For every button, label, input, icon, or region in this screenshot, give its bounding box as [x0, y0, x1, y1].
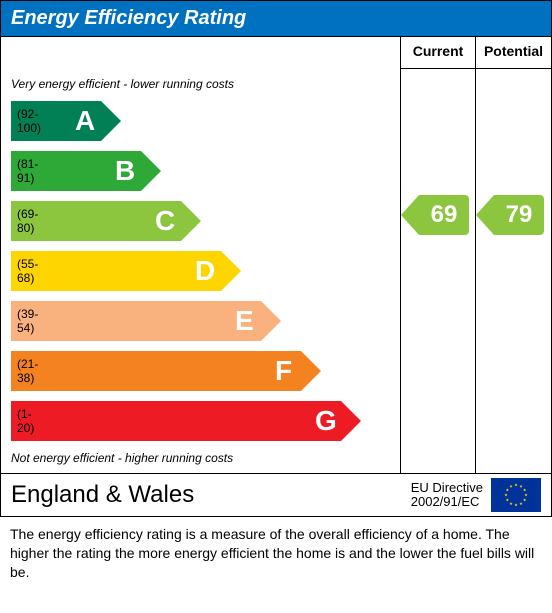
current-body: 69: [401, 69, 475, 467]
band-range: (39-54): [17, 307, 38, 335]
potential-header: Potential: [476, 37, 551, 69]
band-bar: [11, 351, 301, 391]
band-range: (1-20): [17, 407, 34, 435]
potential-column: Potential 79: [476, 37, 551, 473]
description-text: The energy efficiency rating is a measur…: [0, 517, 552, 594]
band-letter: A: [75, 105, 95, 137]
band-row-e: (39-54) E: [11, 299, 390, 343]
band-row-d: (55-68) D: [11, 249, 390, 293]
band-letter: B: [115, 155, 135, 187]
band-range: (81-91): [17, 157, 38, 185]
band-letter: G: [315, 405, 337, 437]
current-pointer: 69: [419, 195, 471, 235]
band-range: (92-100): [17, 107, 41, 135]
grid: Very energy efficient - lower running co…: [1, 36, 551, 473]
band-arrow: [101, 101, 121, 141]
band-bar: [11, 251, 221, 291]
band-bar: [11, 401, 341, 441]
band-arrow: [181, 201, 201, 241]
band-letter: F: [275, 355, 292, 387]
band-row-f: (21-38) F: [11, 349, 390, 393]
potential-body: 79: [476, 69, 551, 467]
directive-line2: 2002/91/EC: [411, 495, 483, 509]
footer: England & Wales EU Directive 2002/91/EC: [1, 473, 551, 516]
pointer-arrow: [401, 195, 419, 235]
band-arrow: [261, 301, 281, 341]
epc-container: Energy Efficiency Rating Very energy eff…: [0, 0, 552, 517]
hint-top: Very energy efficient - lower running co…: [11, 77, 390, 91]
eu-stars-icon: [501, 480, 531, 510]
directive-line1: EU Directive: [411, 481, 483, 495]
band-letter: E: [235, 305, 254, 337]
pointer-value: 79: [494, 195, 544, 235]
current-header: Current: [401, 37, 475, 69]
band-arrow: [301, 351, 321, 391]
eu-flag-icon: [491, 478, 541, 512]
chart-column: Very energy efficient - lower running co…: [1, 37, 401, 473]
region-label: England & Wales: [11, 481, 411, 509]
band-arrow: [221, 251, 241, 291]
bands-area: (92-100) A (81-91) B (69-80) C (55-68) D (39-54)…: [11, 99, 390, 443]
band-range: (21-38): [17, 357, 38, 385]
band-letter: C: [155, 205, 175, 237]
pointer-arrow: [476, 195, 494, 235]
band-range: (55-68): [17, 257, 38, 285]
band-arrow: [341, 401, 361, 441]
pointer-value: 69: [419, 195, 469, 235]
title-bar: Energy Efficiency Rating: [1, 1, 551, 36]
band-row-a: (92-100) A: [11, 99, 390, 143]
directive-label: EU Directive 2002/91/EC: [411, 481, 483, 510]
potential-pointer: 79: [494, 195, 547, 235]
band-row-c: (69-80) C: [11, 199, 390, 243]
title-text: Energy Efficiency Rating: [11, 7, 246, 29]
band-row-g: (1-20) G: [11, 399, 390, 443]
band-arrow: [141, 151, 161, 191]
band-row-b: (81-91) B: [11, 149, 390, 193]
band-letter: D: [195, 255, 215, 287]
band-bar: [11, 301, 261, 341]
hint-bottom: Not energy efficient - higher running co…: [11, 451, 390, 465]
band-range: (69-80): [17, 207, 38, 235]
current-column: Current 69: [401, 37, 476, 473]
